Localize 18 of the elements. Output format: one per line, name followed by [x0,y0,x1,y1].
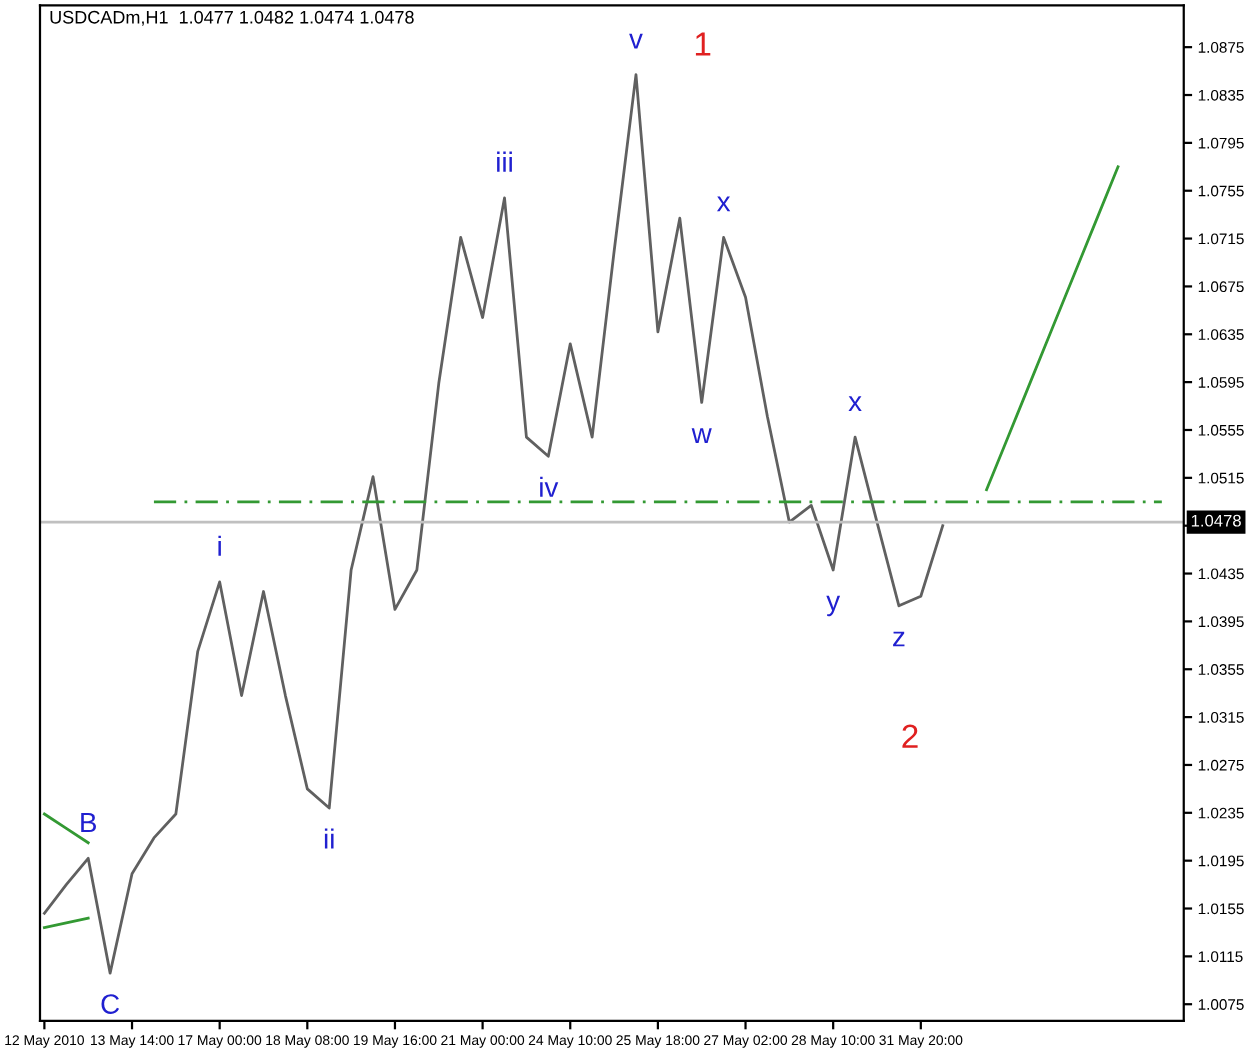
annotation: ii [324,828,334,849]
annotation: x [848,396,862,412]
annotation: iv [540,476,559,497]
annotation: x [716,196,731,212]
annotation: 2 [902,724,918,748]
annotation: z [893,631,905,647]
line-series [42,73,945,975]
annotation: C [101,994,120,1014]
ref-line-label: 1.0478 [1191,514,1241,527]
line-series [985,165,1120,492]
annotation: 1 [695,32,711,56]
chart-title: USDCADm,H1 1.0477 1.0482 1.0474 1.0478 [50,10,414,26]
annotation: B [81,813,96,833]
annotation: v [629,33,643,49]
annotation: i [218,535,221,556]
annotation: iii [497,151,512,172]
annotation: y [826,595,841,617]
annotation: w [691,428,712,443]
